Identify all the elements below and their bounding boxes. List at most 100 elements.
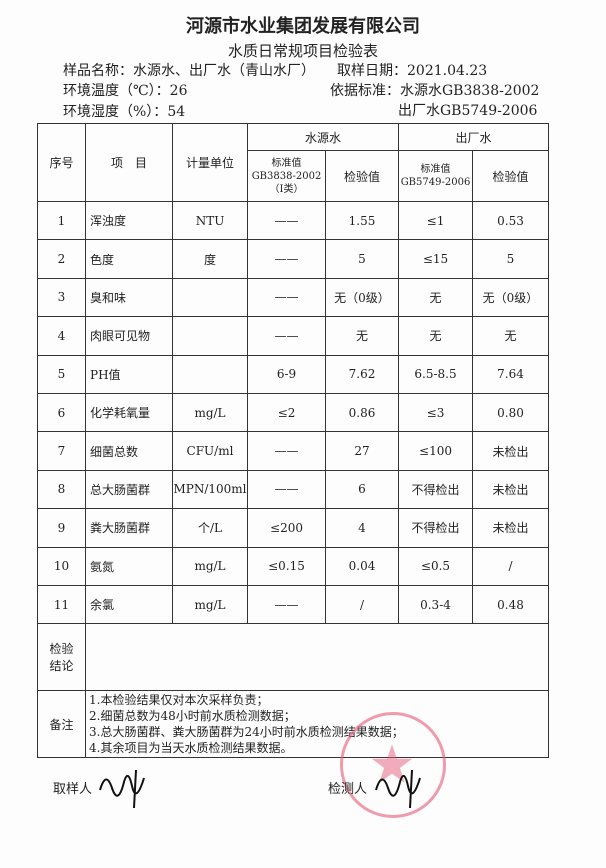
- cell-unit: NTU: [172, 200, 248, 241]
- cell-v1: 6: [325, 469, 399, 510]
- cell-s2: 无: [398, 316, 473, 356]
- cell-no: 11: [37, 584, 86, 625]
- notes: 1.本检验结果仅对本次采样负责； 2.细菌总数为48小时前水质检测数据； 3.总…: [85, 690, 549, 759]
- cell-s1: ——: [247, 277, 326, 318]
- cell-no: 2: [37, 239, 86, 279]
- sampler-signature: [99, 769, 145, 809]
- cell-v2: 无（0级）: [472, 277, 549, 318]
- cell-unit: 个/L: [172, 508, 248, 548]
- table-row: 2 色度度 —— 5 ≤15 5: [37, 239, 549, 279]
- header-standard-plant: 标准值 GB5749-2006: [398, 150, 473, 202]
- cell-item: 色度: [85, 239, 173, 279]
- cell-item: 肉眼可见物: [85, 316, 173, 356]
- cell-item: 总大肠菌群: [85, 469, 173, 510]
- cell-v2: 0.48: [472, 584, 549, 625]
- cell-s2: ≤1: [398, 200, 473, 241]
- cell-v1: 无: [325, 316, 399, 356]
- cell-item: 化学耗氧量: [85, 392, 173, 433]
- cell-v1: 27: [325, 431, 399, 471]
- cell-s2: 无: [398, 277, 473, 318]
- sampling-date: 取样日期：2021.04.23: [337, 63, 488, 79]
- sample-name: 样品名称：水源水、出厂水（青山水厂）: [63, 63, 315, 79]
- header-source-water: 水源水: [247, 123, 399, 151]
- cell-item: PH值: [85, 354, 173, 394]
- cell-unit: mg/L: [172, 584, 248, 625]
- cell-s1: ——: [247, 200, 326, 241]
- cell-unit: CFU/ml: [172, 431, 248, 471]
- cell-v2: 无: [472, 316, 549, 356]
- seal-star-icon: [371, 744, 413, 783]
- table-row: 9 粪大肠菌群 个/L ≤200 4 不得检出 未检出: [37, 508, 549, 548]
- header-plant-water: 出厂水: [398, 123, 549, 151]
- temperature: 环境温度（℃）：26: [63, 83, 188, 99]
- cell-s1: ——: [247, 239, 326, 279]
- table-row: 5 PH值 6-9 7.62 6.5-8.5 7.64: [37, 354, 549, 394]
- cell-v1: 7.62: [325, 354, 399, 394]
- cell-s2: 0.3-4: [398, 584, 473, 625]
- cell-s1: ——: [247, 431, 326, 471]
- tester-signature: [375, 769, 421, 809]
- inspection-table: 序号 项 目 计量单位 水源水 出厂水 标准值 GB3838-2002 （Ⅰ类） 检…: [37, 123, 549, 759]
- header-value-source: 检验值: [325, 150, 399, 202]
- note-item: 4.其余项目为当天水质检测结果数据。: [89, 741, 293, 756]
- cell-v2: 未检出: [472, 431, 549, 471]
- header-value-plant: 检验值: [472, 150, 549, 202]
- note-item: 1.本检验结果仅对本次采样负责；: [89, 693, 269, 708]
- cell-v1: 0.04: [325, 546, 399, 586]
- table-row: 11 余氯 mg/L ——/0.3-4 0.48: [37, 584, 549, 625]
- cell-s1: ≤0.15: [247, 546, 326, 586]
- cell-unit: [172, 316, 248, 356]
- tester-label: 检测人: [328, 782, 368, 797]
- cell-v2: 未检出: [472, 508, 549, 548]
- cell-v1: 0.86: [325, 392, 399, 433]
- note-item: 2.细菌总数为48小时前水质检测数据；: [89, 709, 296, 724]
- header-unit: 计量单位: [172, 123, 248, 202]
- form-title: 水质日常规项目检验表: [227, 42, 378, 60]
- header-item: 项 目: [85, 123, 173, 202]
- cell-no: 9: [37, 508, 86, 548]
- standard-basis: 依据标准：水源水GB3838-2002: [330, 83, 540, 99]
- cell-unit: mg/L: [172, 392, 248, 433]
- table-row: 4 肉眼可见物 —— 无无无: [37, 316, 549, 356]
- table-row: 10 氨氮 mg/L ≤0.15 0.04 ≤0.5/: [37, 546, 549, 586]
- cell-no: 4: [37, 316, 86, 356]
- cell-s2: 6.5-8.5: [398, 354, 473, 394]
- cell-s1: ——: [247, 469, 326, 510]
- cell-v2: 0.53: [472, 200, 549, 241]
- cell-s1: ——: [247, 584, 326, 625]
- cell-s1: ——: [247, 316, 326, 356]
- cell-v2: 未检出: [472, 469, 549, 510]
- cell-no: 1: [37, 200, 86, 241]
- table-row: 8 总大肠菌群 MPN/100ml —— 6 不得检出 未检出: [37, 469, 549, 510]
- cell-v2: 7.64: [472, 354, 549, 394]
- cell-v2: /: [472, 546, 549, 586]
- cell-v2: 5: [472, 239, 549, 279]
- table-row: 7 细菌总数 CFU/ml —— 27 ≤100 未检出: [37, 431, 549, 471]
- cell-s2: ≤15: [398, 239, 473, 279]
- cell-s2: ≤0.5: [398, 546, 473, 586]
- cell-no: 6: [37, 392, 86, 433]
- cell-v1: 4: [325, 508, 399, 548]
- cell-no: 5: [37, 354, 86, 394]
- cell-item: 氨氮: [85, 546, 173, 586]
- cell-v1: 1.55: [325, 200, 399, 241]
- cell-s2: ≤3: [398, 392, 473, 433]
- note-item: 3.总大肠菌群、粪大肠菌群为24小时前水质检测结果数据；: [89, 725, 404, 740]
- cell-v1: /: [325, 584, 399, 625]
- company-seal: [340, 712, 446, 818]
- cell-s1: ≤2: [247, 392, 326, 433]
- cell-unit: MPN/100ml: [172, 469, 248, 510]
- sampler-label: 取样人: [53, 782, 93, 797]
- notes-label: 备注: [37, 690, 86, 759]
- cell-s1: ≤200: [247, 508, 326, 548]
- table-row: 1 浑浊度 NTU —— 1.55 ≤1 0.53: [37, 200, 549, 241]
- header-standard-source: 标准值 GB3838-2002 （Ⅰ类）: [247, 150, 326, 202]
- cell-v2: 0.80: [472, 392, 549, 433]
- company-name: 河源市水业集团发展有限公司: [186, 16, 420, 37]
- table-row: 3 臭和味 —— 无（0级）无无（0级）: [37, 277, 549, 318]
- cell-item: 臭和味: [85, 277, 173, 318]
- cell-s2: ≤100: [398, 431, 473, 471]
- cell-s1: 6-9: [247, 354, 326, 394]
- cell-item: 细菌总数: [85, 431, 173, 471]
